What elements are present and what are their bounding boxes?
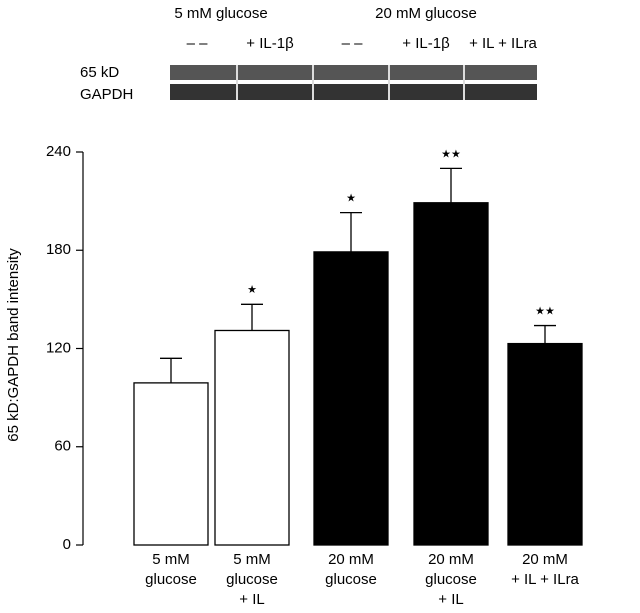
significance-marker: ★★ [441, 148, 461, 160]
lane-divider [236, 65, 238, 100]
bar [133, 382, 209, 546]
blot-band-row [170, 65, 537, 80]
x-tick-label: 5 mM [233, 551, 271, 568]
x-tick-label: 20 mM [522, 551, 568, 568]
y-tick-label: 240 [46, 143, 71, 160]
x-tick-label: glucose [425, 571, 477, 588]
blot-band-row [170, 84, 537, 100]
y-tick-label: 60 [54, 438, 71, 455]
y-tick-label: 120 [46, 339, 71, 356]
bar [413, 202, 489, 546]
x-tick-label: glucose [226, 571, 278, 588]
x-tick-label: + IL [239, 591, 264, 608]
y-tick-label: 0 [63, 536, 71, 553]
blot-lane-label: – – [187, 35, 209, 52]
bar [507, 342, 583, 546]
significance-marker: ★ [346, 192, 356, 204]
lane-divider [463, 65, 465, 100]
blot-lane-label: + IL-1β [402, 35, 450, 52]
x-tick-label: + IL + ILra [511, 571, 579, 588]
significance-marker: ★★ [535, 305, 555, 317]
bar [214, 329, 290, 546]
blot-group-label: 20 mM glucose [375, 5, 477, 22]
x-tick-label: 20 mM [428, 551, 474, 568]
x-tick-label: + IL [438, 591, 463, 608]
lane-divider [388, 65, 390, 100]
blot-group-label: 5 mM glucose [174, 5, 267, 22]
y-axis-title: 65 kD:GAPDH band intensity [5, 248, 22, 442]
blot-row-label: GAPDH [80, 86, 133, 103]
blot-lane-label: + IL-1β [246, 35, 294, 52]
x-tick-label: 20 mM [328, 551, 374, 568]
blot-row-label: 65 kD [80, 64, 119, 81]
x-tick-label: glucose [325, 571, 377, 588]
western-blot: 5 mM glucose 20 mM glucose – – + IL-1β –… [80, 5, 538, 103]
x-tick-label: 5 mM [152, 551, 190, 568]
blot-lane-label: – – [342, 35, 364, 52]
lane-divider [312, 65, 314, 100]
y-tick-label: 180 [46, 241, 71, 258]
x-tick-label: glucose [145, 571, 197, 588]
blot-lane-label: + IL + ILra [469, 35, 537, 52]
bar [313, 251, 389, 546]
significance-marker: ★ [247, 284, 257, 296]
